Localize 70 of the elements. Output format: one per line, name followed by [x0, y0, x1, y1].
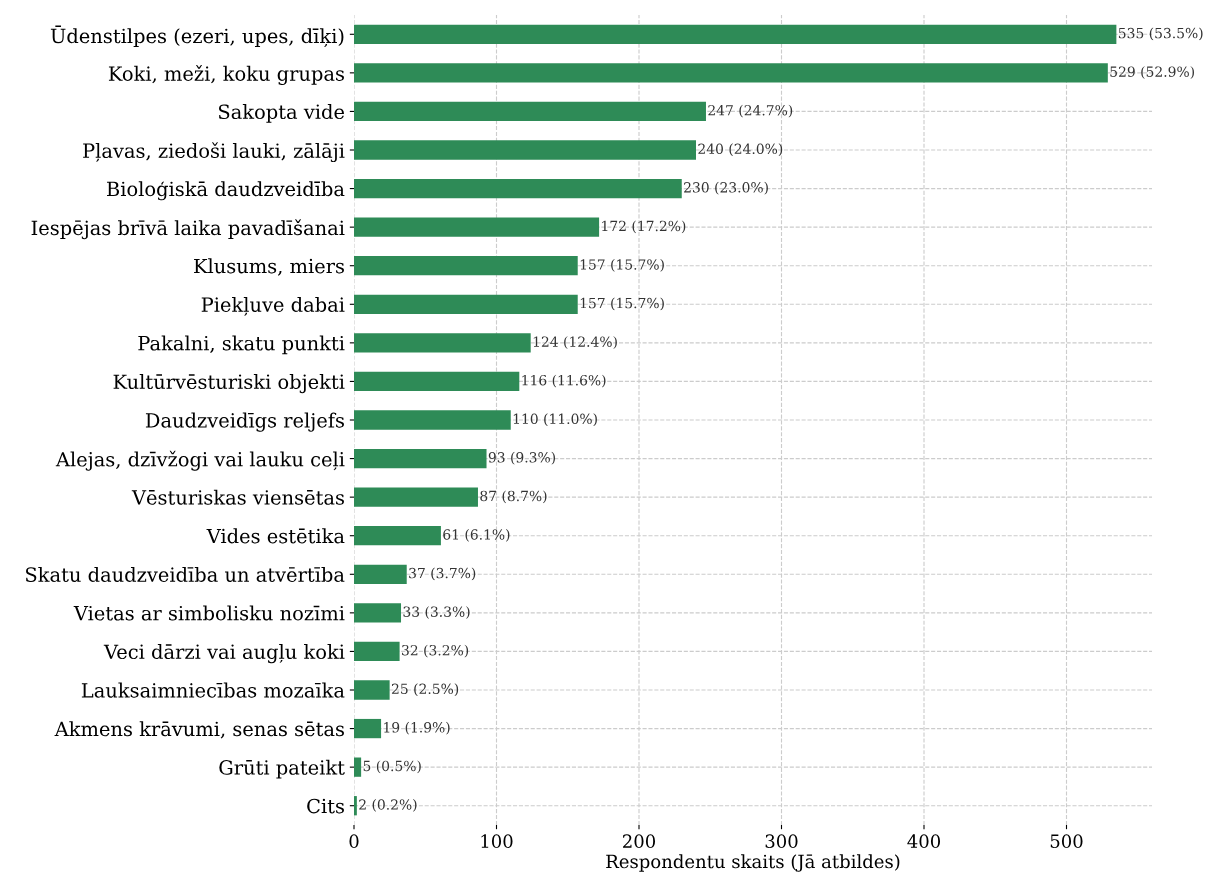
y-tick-label: Akmens krāvumi, senas sētas — [54, 721, 344, 739]
bar — [354, 448, 487, 469]
bar — [354, 603, 402, 623]
y-tick-label: Ūdenstilpes (ezeri, upes, dīķi) — [50, 25, 344, 48]
x-tick-label: 0 — [349, 834, 359, 848]
bar — [354, 718, 382, 739]
y-tick-label: Cits — [307, 798, 344, 814]
y-tick-label: Skatu daudzveidība un atvērtība — [26, 566, 345, 582]
x-tick-label: 400 — [907, 834, 941, 848]
bar — [354, 410, 511, 430]
y-tick-label: Veci dārzi vai augļu koki — [103, 644, 345, 664]
y-tick-label: Pļavas, ziedoši lauki, zālāji — [83, 142, 345, 163]
bar — [354, 178, 682, 199]
data-label: 87 (8.7%) — [480, 490, 547, 504]
data-label: 110 (11.0%) — [513, 413, 597, 426]
bar — [354, 217, 600, 237]
bar — [354, 101, 706, 122]
bar — [354, 294, 578, 314]
bar — [354, 63, 1108, 83]
data-label: 61 (6.1%) — [443, 528, 510, 542]
data-label: 33 (3.3%) — [403, 606, 470, 619]
data-label: 32 (3.2%) — [402, 644, 469, 658]
bar — [354, 487, 478, 507]
bar — [354, 256, 578, 276]
y-tick-label: Grūti pateikt — [219, 759, 345, 779]
y-tick-label: Sakopta vide — [219, 104, 344, 123]
data-label: 230 (23.0%) — [684, 181, 768, 195]
data-label: 124 (12.4%) — [533, 336, 617, 349]
data-label: 535 (53.5%) — [1118, 27, 1203, 41]
data-label: 157 (15.7%) — [580, 297, 664, 311]
data-label: 19 (1.9%) — [384, 721, 450, 735]
bar — [354, 680, 390, 700]
data-label: 25 (2.5%) — [391, 683, 459, 696]
data-label: 172 (17.2%) — [602, 220, 686, 234]
y-tick-label: Koki, meži, koku grupas — [108, 65, 344, 85]
bar — [354, 526, 441, 546]
data-label: 157 (15.7%) — [580, 258, 664, 272]
data-label: 5 (0.5%) — [363, 760, 421, 774]
data-label: 37 (3.7%) — [409, 567, 476, 581]
x-tick-label: 200 — [622, 834, 656, 848]
y-tick-label: Vides estētika — [206, 528, 345, 544]
y-tick-label: Lauksaimniecības mozaīka — [81, 682, 345, 698]
bar — [354, 24, 1117, 44]
data-label: 116 (11.6%) — [522, 374, 606, 388]
y-tick-label: Piekļuve dabai — [201, 296, 345, 316]
y-tick-label: Klusums, miers — [194, 258, 344, 276]
bar — [354, 757, 362, 777]
y-tick-label: Vēsturiskas viensētas — [131, 489, 344, 505]
bar — [354, 641, 400, 662]
bar — [354, 564, 407, 584]
y-tick-label: Pakalni, skatu punkti — [138, 335, 345, 355]
bar — [354, 796, 357, 816]
bar — [354, 140, 696, 160]
y-tick-label: Iespējas brīvā laika pavadīšanai — [31, 219, 345, 240]
x-axis-title: Respondentu skaits (Jā atbildes) — [606, 854, 900, 872]
x-tick-label: 500 — [1050, 834, 1083, 848]
data-label: 240 (24.0%) — [698, 143, 783, 156]
data-label: 93 (9.3%) — [488, 451, 556, 465]
x-tick-label: 100 — [481, 834, 513, 848]
x-tick-label: 300 — [765, 834, 798, 848]
data-label: 2 (0.2%) — [359, 798, 417, 812]
y-tick-label: Alejas, dzīvžogi vai lauku ceļi — [55, 450, 345, 471]
bar — [354, 371, 520, 392]
data-label: 529 (52.9%) — [1110, 66, 1194, 79]
data-label: 247 (24.7%) — [708, 104, 793, 118]
y-tick-label: Vietas ar simbolisku nozīmi — [73, 605, 345, 621]
y-tick-label: Daudzveidīgs reljefs — [145, 412, 344, 432]
y-tick-label: Bioloģiskā daudzveidība — [107, 181, 345, 201]
y-tick-label: Kultūrvēsturiski objekti — [113, 374, 345, 394]
bar — [354, 333, 531, 353]
